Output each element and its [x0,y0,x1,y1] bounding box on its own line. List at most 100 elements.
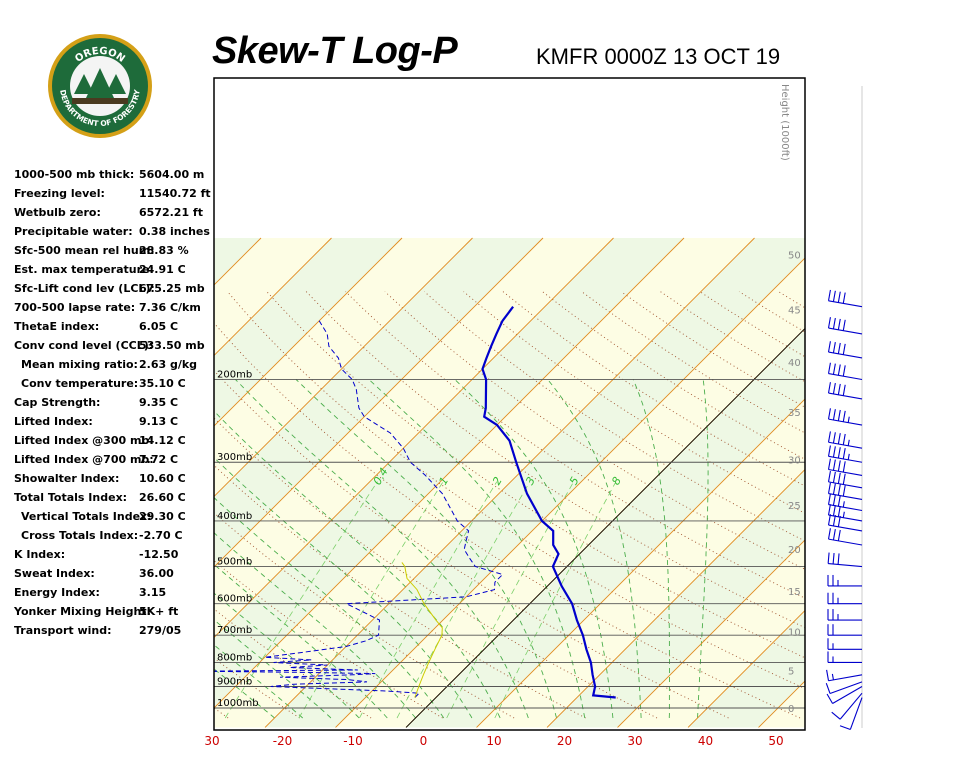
param-value: 9.13 C [139,415,179,428]
wind-barb [827,528,863,546]
wind-barb [827,317,863,335]
dry-adiabat [214,464,586,719]
param-label: Yonker Mixing Height: [14,605,151,618]
pressure-label: 300mb [217,452,252,463]
param-row: Wetbulb zero: 6572.21 ft [14,206,214,225]
param-value: 6572.21 ft [139,206,203,219]
wind-barb [827,482,863,501]
param-row: Lifted Index: 9.13 C [14,415,214,434]
wind-barb [826,669,863,682]
moist-adiabat [214,668,275,719]
param-label: Sfc-500 mean rel hum: [14,244,155,257]
param-row: Conv cond level (CCL): 533.50 mb [14,339,214,358]
temperature-profile [481,306,616,699]
param-label: Showalter Index: [14,472,120,485]
height-tick-label: 5 [788,666,794,677]
wind-barb [827,552,863,568]
param-row: Conv temperature: 35.10 C [14,377,214,396]
param-value: 36.00 [139,567,174,580]
pressure-label: 500mb [217,557,252,568]
param-label: Wetbulb zero: [14,206,101,219]
param-row: Sweat Index: 36.00 [14,567,214,586]
wind-barb [827,362,863,381]
param-value: 28.83 % [139,244,189,257]
pressure-label: 1000mb [217,698,259,709]
x-tick-label: 0 [420,734,428,748]
moist-adiabat [547,379,642,718]
param-row: Sfc-Lift cond lev (LCL): 675.25 mb [14,282,214,301]
station-time-label: KMFR 0000Z 13 OCT 19 [536,44,781,69]
mixing-ratio-line [446,481,575,719]
height-tick-label: 40 [788,358,801,369]
wind-barb [827,651,862,664]
param-value: 11540.72 ft [139,187,211,200]
wind-barb [831,692,863,720]
param-value: 26.60 C [139,491,186,504]
pressure-label: 700mb [217,625,252,636]
param-value: 3.15 [139,586,167,599]
param-value: 7.72 C [139,453,179,466]
wind-barb [825,681,863,695]
param-label: Conv cond level (CCL): [14,339,154,352]
x-tick-label: 40 [698,734,713,748]
x-tick-label: 50 [768,734,783,748]
param-value: 5K+ ft [139,605,179,618]
x-tick-label: -20 [273,734,293,748]
param-row: 1000-500 mb thick: 5604.00 m [14,168,214,187]
wind-barb [827,458,863,476]
moist-adiabat [214,497,445,719]
param-label: Conv temperature: [21,377,139,390]
param-label: ThetaE index: [14,320,100,333]
param-label: 1000-500 mb thick: [14,168,135,181]
isotherm [214,237,544,568]
param-label: Total Totals Index: [14,491,128,504]
x-tick-label: 20 [557,734,572,748]
param-label: Precipitable water: [14,225,133,238]
x-tick-label: 30 [627,734,642,748]
mixing-ratio-line [298,481,444,719]
mixing-ratio-line [494,481,617,719]
pressure-label: 200mb [217,369,252,380]
moist-adiabat [214,532,416,719]
param-value: -12.50 [139,548,179,561]
dry-adiabat [214,608,372,719]
zero-isotherm [405,327,805,728]
param-row: Precipitable water: 0.38 inches [14,225,214,244]
mixing-ratio-line [224,481,378,719]
pressure-label: 400mb [217,511,252,522]
height-tick-label: 20 [788,545,801,556]
moist-adiabat [214,456,473,719]
param-row: Lifted Index @700 mb: 7.72 C [14,453,214,472]
param-row: Mean mixing ratio: 2.63 g/kg [14,358,214,377]
height-tick-label: 15 [788,587,801,598]
param-label: Est. max temperature: [14,263,154,276]
param-label: Vertical Totals Index: [21,510,152,523]
wind-barb [827,624,862,636]
wind-barb [827,574,862,587]
dewpoint-profile [214,320,504,698]
wind-barb [827,609,862,621]
param-value: 0.38 inches [139,225,210,238]
isotherm [214,237,685,709]
x-tick-label: 10 [486,734,501,748]
param-label: Sweat Index: [14,567,95,580]
param-value: 29.30 C [139,510,186,523]
param-value: 675.25 mb [139,282,205,295]
param-row: ThetaE index: 6.05 C [14,320,214,339]
isotherm [617,539,805,728]
chart-title: Skew-T Log-P [212,30,458,72]
param-row: Lifted Index @300 mb: 14.12 C [14,434,214,453]
height-tick-label: 0 [788,704,794,715]
param-row: Transport wind: 279/05 [14,624,214,643]
wind-barb [827,445,863,463]
isotherm [335,257,805,728]
height-tick-label: 30 [788,455,801,466]
param-label: 700-500 lapse rate: [14,301,136,314]
param-row: Energy Index: 3.15 [14,586,214,605]
isotherm [476,398,805,728]
dry-adiabat [266,291,805,659]
param-value: 5604.00 m [139,168,205,181]
wind-barb [827,341,863,359]
moist-adiabat [214,592,360,719]
